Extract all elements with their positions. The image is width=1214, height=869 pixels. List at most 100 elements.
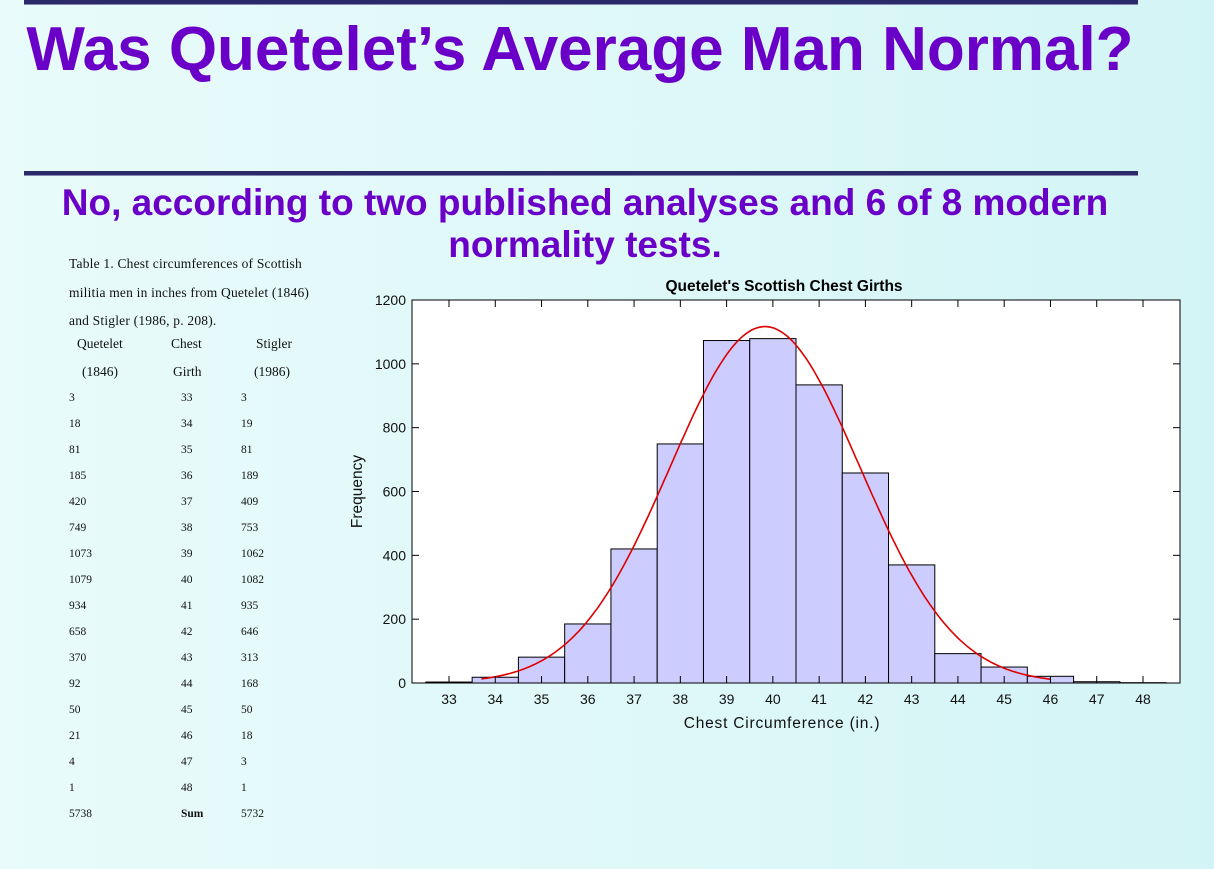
stigler-cell: 19 bbox=[241, 417, 253, 430]
y-tick-label: 600 bbox=[383, 484, 407, 500]
girth-cell: 39 bbox=[181, 547, 193, 560]
table-row: 4 47 3 bbox=[69, 756, 319, 782]
y-tick-label: 1000 bbox=[375, 356, 406, 372]
x-tick-label: 38 bbox=[673, 691, 689, 707]
title-rule bbox=[24, 171, 1138, 176]
table-row: 21 46 18 bbox=[69, 730, 319, 756]
girth-cell: 47 bbox=[181, 755, 193, 768]
girth-cell: 48 bbox=[181, 781, 193, 794]
quetelet-cell: 92 bbox=[69, 677, 81, 690]
x-tick-label: 45 bbox=[996, 691, 1012, 707]
girth-cell: 33 bbox=[181, 391, 193, 404]
table-row: 1079 40 1082 bbox=[69, 574, 319, 600]
histogram-bar bbox=[702, 340, 751, 684]
y-axis-label: Frequency bbox=[349, 455, 366, 528]
quetelet-cell: 3 bbox=[69, 391, 75, 404]
girth-cell: Sum bbox=[181, 807, 204, 820]
header-chest: Chest bbox=[171, 335, 202, 351]
header-stigler: Stigler bbox=[256, 335, 292, 351]
quetelet-cell: 21 bbox=[69, 729, 81, 742]
header-quetelet: Quetelet bbox=[77, 335, 123, 351]
header-girth: Girth bbox=[173, 363, 202, 379]
x-tick-label: 33 bbox=[441, 691, 457, 707]
quetelet-cell: 1073 bbox=[69, 547, 92, 560]
header-quetelet-year: (1846) bbox=[82, 363, 118, 379]
x-tick-label: 40 bbox=[765, 691, 781, 707]
x-tick-label: 35 bbox=[534, 691, 550, 707]
quetelet-cell: 934 bbox=[69, 599, 87, 612]
y-tick-label: 0 bbox=[398, 675, 406, 691]
x-tick-label: 41 bbox=[811, 691, 827, 707]
histogram-chart: 33 34 35 36 37 38 39 40 41 42 43 44 45 46 47 48 0 200 400 6… bbox=[349, 278, 1181, 732]
histogram-bar bbox=[749, 338, 797, 684]
table-row: 92 44 168 bbox=[69, 678, 319, 704]
quetelet-cell: 370 bbox=[69, 651, 87, 664]
quetelet-cell: 18 bbox=[69, 417, 81, 430]
x-tick-label: 48 bbox=[1135, 691, 1151, 707]
stigler-cell: 1 bbox=[241, 781, 247, 794]
table-row: 420 37 409 bbox=[69, 496, 319, 522]
x-axis-label: Chest Circumference (in.) bbox=[684, 715, 881, 732]
y-tick-label: 400 bbox=[383, 547, 407, 563]
table-row: 81 35 81 bbox=[69, 444, 319, 470]
girth-cell: 40 bbox=[181, 573, 193, 586]
girth-cell: 34 bbox=[181, 417, 193, 430]
stigler-cell: 189 bbox=[241, 469, 259, 482]
y-tick-label: 200 bbox=[383, 611, 407, 627]
girth-cell: 38 bbox=[181, 521, 193, 534]
table-row: 185 36 189 bbox=[69, 470, 319, 496]
stigler-cell: 1062 bbox=[241, 547, 264, 560]
stigler-cell: 409 bbox=[241, 495, 259, 508]
girth-cell: 44 bbox=[181, 677, 193, 690]
quetelet-cell: 1079 bbox=[69, 573, 92, 586]
table-row: 749 38 753 bbox=[69, 522, 319, 548]
histogram-bar bbox=[888, 564, 936, 684]
chest-table: Table 1. Chest circumferences of Scottis… bbox=[69, 250, 319, 834]
histogram-bar bbox=[564, 623, 612, 684]
girth-cell: 43 bbox=[181, 651, 193, 664]
chart-title: Quetelet's Scottish Chest Girths bbox=[665, 278, 902, 295]
top-rule bbox=[24, 0, 1138, 5]
table-header-row: (1846) Girth (1986) bbox=[69, 364, 319, 392]
table-row: 3 33 3 bbox=[69, 392, 319, 418]
stigler-cell: 313 bbox=[241, 651, 259, 664]
stigler-cell: 935 bbox=[241, 599, 259, 612]
histogram-bar bbox=[795, 384, 843, 684]
table-row: 50 45 50 bbox=[69, 704, 319, 730]
quetelet-cell: 4 bbox=[69, 755, 75, 768]
girth-cell: 42 bbox=[181, 625, 193, 638]
table-row: 1 48 1 bbox=[69, 782, 319, 808]
y-tick-label: 1200 bbox=[375, 292, 406, 308]
girth-cell: 36 bbox=[181, 469, 193, 482]
quetelet-cell: 50 bbox=[69, 703, 81, 716]
table-header-row: Quetelet Chest Stigler bbox=[69, 336, 319, 364]
histogram-bar bbox=[610, 548, 658, 684]
quetelet-cell: 5738 bbox=[69, 807, 92, 820]
x-tick-label: 44 bbox=[950, 691, 966, 707]
x-tick-label: 46 bbox=[1043, 691, 1059, 707]
girth-cell: 46 bbox=[181, 729, 193, 742]
girth-cell: 41 bbox=[181, 599, 193, 612]
stigler-cell: 3 bbox=[241, 391, 247, 404]
stigler-cell: 50 bbox=[241, 703, 253, 716]
x-tick-label: 47 bbox=[1089, 691, 1105, 707]
quetelet-cell: 81 bbox=[69, 443, 81, 456]
girth-cell: 45 bbox=[181, 703, 193, 716]
x-tick-label: 34 bbox=[487, 691, 503, 707]
x-tick-label: 37 bbox=[626, 691, 642, 707]
table-row: 1073 39 1062 bbox=[69, 548, 319, 574]
quetelet-cell: 749 bbox=[69, 521, 87, 534]
table-row: 370 43 313 bbox=[69, 652, 319, 678]
quetelet-cell: 420 bbox=[69, 495, 87, 508]
table-row: 5738 Sum 5732 bbox=[69, 808, 319, 834]
y-tick-label: 800 bbox=[383, 420, 407, 436]
stigler-cell: 5732 bbox=[241, 807, 264, 820]
stigler-cell: 1082 bbox=[241, 573, 264, 586]
histogram-bar bbox=[841, 472, 890, 684]
x-tick-label: 36 bbox=[580, 691, 596, 707]
table-row: 658 42 646 bbox=[69, 626, 319, 652]
stigler-cell: 753 bbox=[241, 521, 259, 534]
table-row: 18 34 19 bbox=[69, 418, 319, 444]
stigler-cell: 168 bbox=[241, 677, 259, 690]
quetelet-cell: 658 bbox=[69, 625, 87, 638]
